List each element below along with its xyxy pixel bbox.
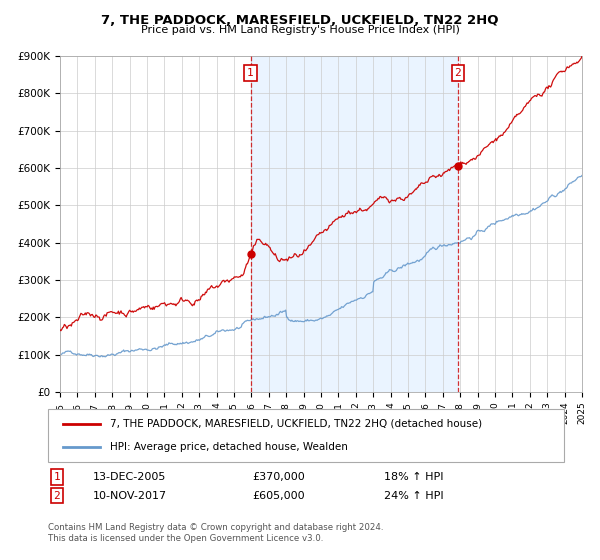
Text: HPI: Average price, detached house, Wealden: HPI: Average price, detached house, Weal… [110,442,348,452]
Text: 7, THE PADDOCK, MARESFIELD, UCKFIELD, TN22 2HQ: 7, THE PADDOCK, MARESFIELD, UCKFIELD, TN… [101,14,499,27]
Text: This data is licensed under the Open Government Licence v3.0.: This data is licensed under the Open Gov… [48,534,323,543]
Text: 7, THE PADDOCK, MARESFIELD, UCKFIELD, TN22 2HQ (detached house): 7, THE PADDOCK, MARESFIELD, UCKFIELD, TN… [110,419,482,429]
Text: 2: 2 [454,68,461,78]
Text: £605,000: £605,000 [252,491,305,501]
Text: 1: 1 [53,472,61,482]
Text: Price paid vs. HM Land Registry's House Price Index (HPI): Price paid vs. HM Land Registry's House … [140,25,460,35]
Text: 18% ↑ HPI: 18% ↑ HPI [384,472,443,482]
Text: 2: 2 [53,491,61,501]
Text: Contains HM Land Registry data © Crown copyright and database right 2024.: Contains HM Land Registry data © Crown c… [48,523,383,532]
Point [246,249,256,258]
Text: 24% ↑ HPI: 24% ↑ HPI [384,491,443,501]
Text: 13-DEC-2005: 13-DEC-2005 [93,472,166,482]
Bar [251,56,458,392]
Text: 1: 1 [247,68,254,78]
FancyBboxPatch shape [48,409,564,462]
Text: 10-NOV-2017: 10-NOV-2017 [93,491,167,501]
Point [453,162,463,171]
Text: £370,000: £370,000 [252,472,305,482]
